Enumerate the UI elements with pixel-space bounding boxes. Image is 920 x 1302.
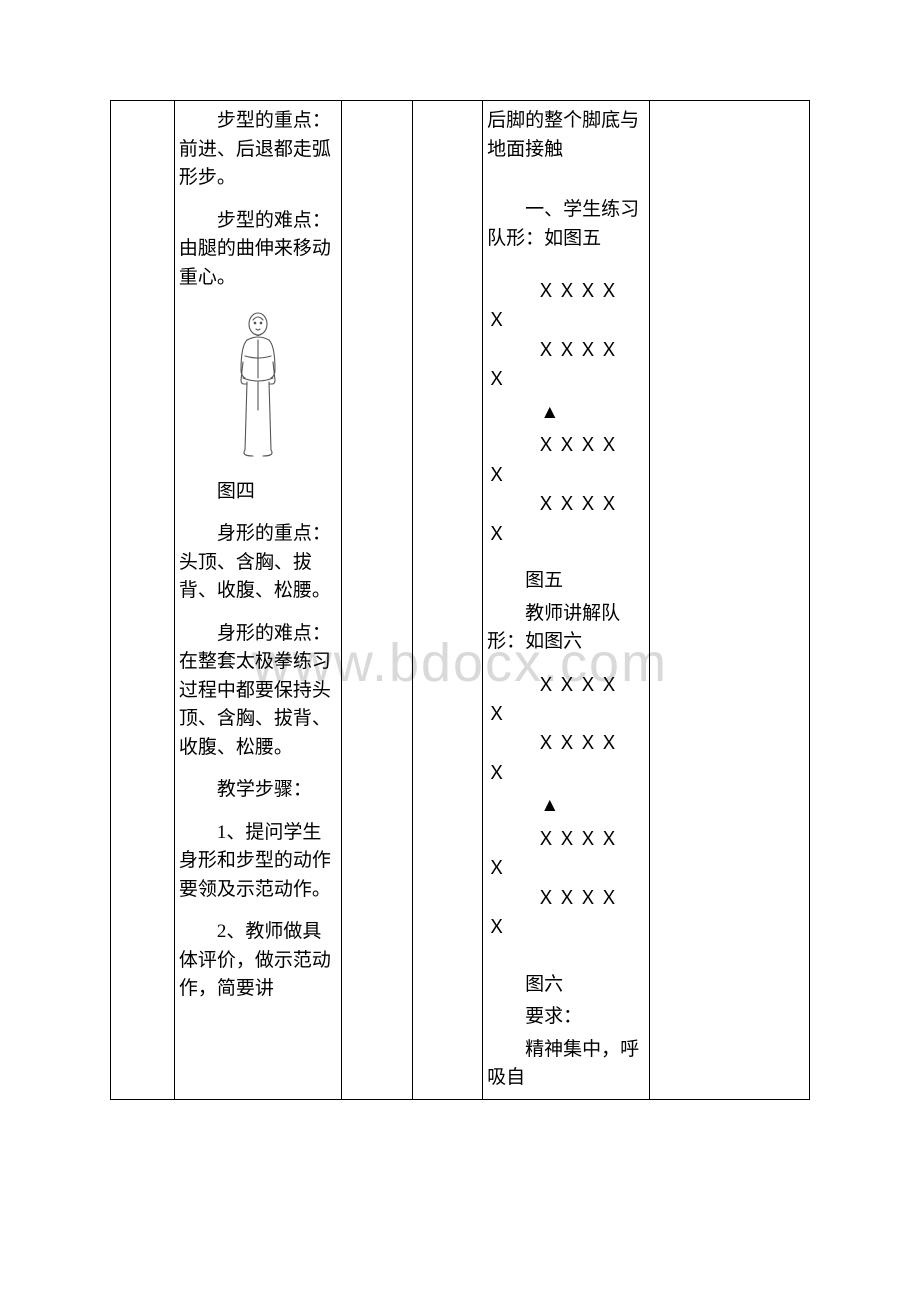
formation-figure-6: ＸＸＸＸ Ｘ ＸＸＸＸ Ｘ ▲ ＸＸＸＸ Ｘ ＸＸＸＸ Ｘ [487,671,645,943]
formation-triangle: ▲ [487,792,645,821]
formation-single: Ｘ [487,704,506,725]
formation-single: Ｘ [487,763,506,784]
left-p2: 步型的难点：由腿的曲伸来移动重心。 [179,207,337,293]
formation-triangle: ▲ [487,399,645,428]
formation-row: ＸＸＸＸ [487,494,620,515]
left-p1: 步型的重点：前进、后退都走弧形步。 [179,107,337,193]
lesson-table: 步型的重点：前进、后退都走弧形步。 步型的难点：由腿的曲伸来移动重心。 [110,100,810,1100]
left-p3: 身形的重点：头顶、含胸、拔背、收腹、松腰。 [179,520,337,606]
formation-row: ＸＸＸＸ [487,733,620,754]
formation-single: Ｘ [487,858,506,879]
formation-row: ＸＸＸＸ [487,435,620,456]
formation-row: ＸＸＸＸ [487,829,620,850]
right-p1: 一、学生练习队形：如图五 [487,196,645,253]
cell-col3 [341,101,412,1100]
cell-col6 [650,101,810,1100]
cell-col4 [413,101,483,1100]
left-p5: 教学步骤： [179,776,337,805]
formation-single: Ｘ [487,310,506,331]
cell-left-content: 步型的重点：前进、后退都走弧形步。 步型的难点：由腿的曲伸来移动重心。 [174,101,341,1100]
formation-row: ＸＸＸＸ [487,281,620,302]
figure-6-caption: 图六 [487,971,645,1000]
figure-5-caption: 图五 [487,567,645,596]
formation-row: ＸＸＸＸ [487,888,620,909]
formation-single: Ｘ [487,524,506,545]
formation-single: Ｘ [487,917,506,938]
left-p6: 1、提问学生身形和步型的动作要领及示范动作。 [179,819,337,905]
right-p3: 要求： [487,1003,645,1032]
formation-single: Ｘ [487,465,506,486]
cell-col1 [111,101,175,1100]
right-p0: 后脚的整个脚底与地面接触 [487,107,645,164]
figure-4-caption: 图四 [179,478,337,507]
formation-row: ＸＸＸＸ [487,675,620,696]
formation-figure-5: ＸＸＸＸ Ｘ ＸＸＸＸ Ｘ ▲ ＸＸＸＸ Ｘ ＸＸＸＸ Ｘ [487,277,645,549]
cell-right-content: 后脚的整个脚底与地面接触 一、学生练习队形：如图五 ＸＸＸＸ Ｘ ＸＸＸＸ Ｘ … [483,101,650,1100]
formation-row: ＸＸＸＸ [487,340,620,361]
left-p7: 2、教师做具体评价，做示范动作，简要讲 [179,918,337,1004]
table-row: 步型的重点：前进、后退都走弧形步。 步型的难点：由腿的曲伸来移动重心。 [111,101,810,1100]
right-p2: 教师讲解队形：如图六 [487,600,645,657]
formation-single: Ｘ [487,369,506,390]
right-p4: 精神集中，呼吸自 [487,1036,645,1093]
left-p4: 身形的难点：在整套太极拳练习过程中都要保持头顶、含胸、拔背、收腹、松腰。 [179,620,337,763]
figure-4-person [179,310,337,470]
